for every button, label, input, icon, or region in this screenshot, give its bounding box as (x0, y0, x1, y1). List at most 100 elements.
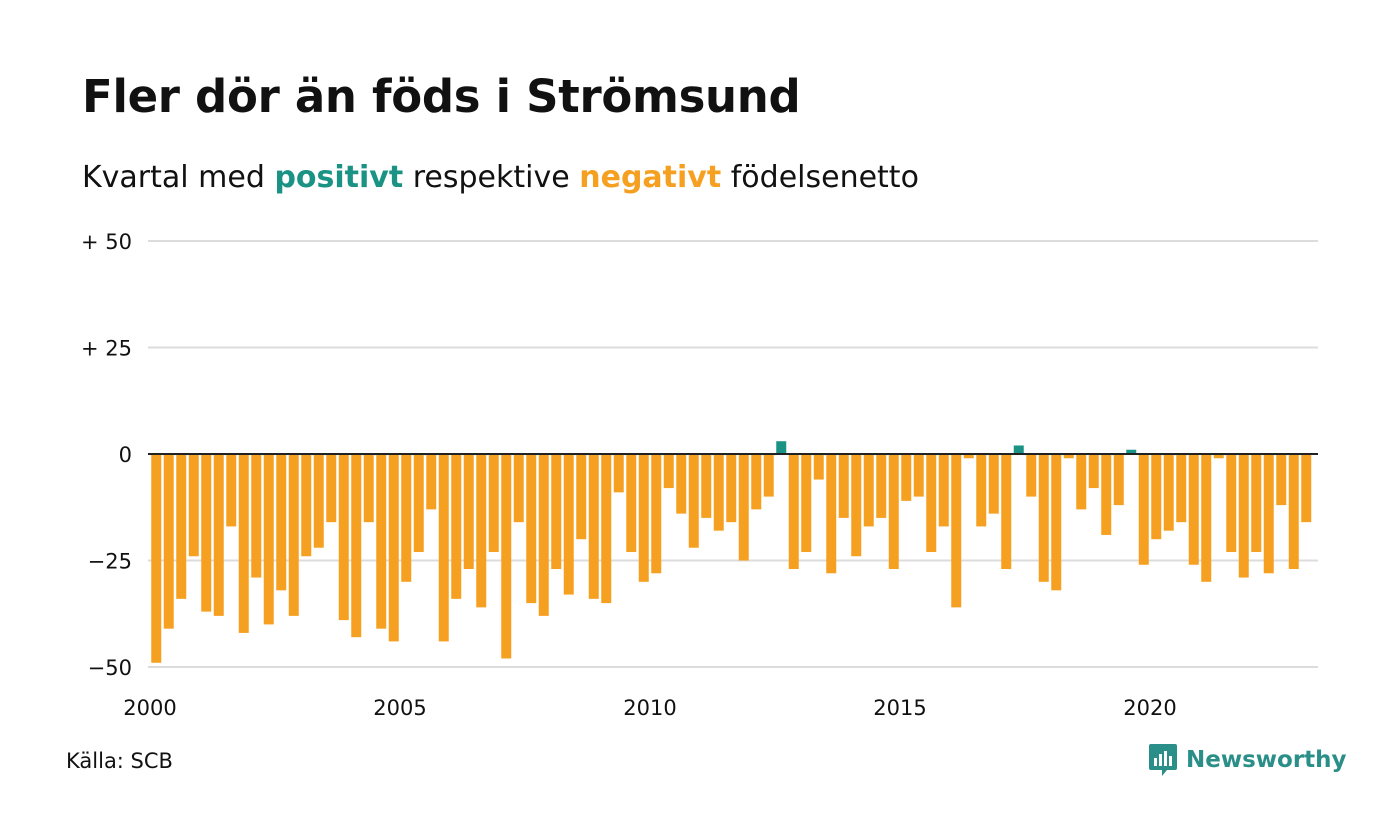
bar (1138, 454, 1149, 565)
bar (926, 454, 937, 552)
x-tick-label: 2020 (1123, 696, 1176, 720)
bar (476, 454, 487, 608)
bar (326, 454, 337, 523)
x-tick-label: 2000 (123, 696, 176, 720)
bar (838, 454, 849, 518)
bar (1026, 454, 1037, 497)
bar (426, 454, 437, 510)
bar (1063, 454, 1074, 459)
bar (176, 454, 187, 599)
bar (588, 454, 599, 599)
chart-subtitle: Kvartal med positivt respektive negativt… (82, 160, 919, 195)
bar (413, 454, 424, 552)
bar (776, 441, 787, 454)
bar (726, 454, 737, 523)
bar (463, 454, 474, 570)
bar (663, 454, 674, 489)
bar (151, 454, 162, 663)
bar (851, 454, 862, 557)
bar (351, 454, 362, 638)
bar (751, 454, 762, 510)
bar (988, 454, 999, 514)
bar (313, 454, 324, 548)
bar (338, 454, 349, 621)
bar (1101, 454, 1112, 535)
bar (1288, 454, 1299, 570)
bar (1163, 454, 1174, 531)
bar (863, 454, 874, 527)
bar (1088, 454, 1099, 489)
bar (163, 454, 174, 629)
bars (151, 441, 1312, 663)
bar (226, 454, 237, 527)
bar (501, 454, 512, 659)
bar (1001, 454, 1012, 570)
bar (826, 454, 837, 574)
y-axis-tick-labels: + 50 + 25 0 −25 −50 (81, 230, 132, 680)
bar (1188, 454, 1199, 565)
bar (1276, 454, 1287, 506)
bar (388, 454, 399, 642)
bar (676, 454, 687, 514)
bar (701, 454, 712, 518)
bar (1076, 454, 1087, 510)
bar (1213, 454, 1224, 459)
bar (288, 454, 299, 616)
subtitle-middle: respektive (412, 160, 570, 195)
bar (538, 454, 549, 616)
bar (401, 454, 412, 582)
newsworthy-logo-icon (1149, 744, 1177, 776)
bar (901, 454, 912, 501)
x-tick-label: 2015 (873, 696, 926, 720)
brand-name: Newsworthy (1186, 747, 1347, 773)
bar (1251, 454, 1262, 552)
bar (813, 454, 824, 480)
bar (763, 454, 774, 497)
bar (201, 454, 212, 612)
bar (526, 454, 537, 604)
bar (1226, 454, 1237, 552)
x-axis-tick-labels: 2000 2005 2010 2015 2020 (123, 696, 1176, 720)
bar (1038, 454, 1049, 582)
bar (1263, 454, 1274, 574)
y-tick-label: + 50 (81, 230, 132, 254)
bar (1238, 454, 1249, 578)
bar (1301, 454, 1312, 523)
bar (651, 454, 662, 574)
bar (626, 454, 637, 552)
y-tick-label: 0 (119, 443, 132, 467)
bar (188, 454, 199, 557)
chart-title: Fler dör än föds i Strömsund (82, 70, 801, 123)
bar (713, 454, 724, 531)
y-tick-label: −25 (88, 550, 132, 574)
x-tick-label: 2010 (623, 696, 676, 720)
bar (888, 454, 899, 570)
bar (1051, 454, 1062, 591)
bar (251, 454, 262, 578)
bar (1151, 454, 1162, 540)
subtitle-negative-word: negativt (579, 160, 722, 195)
bar (276, 454, 287, 591)
y-tick-label: + 25 (81, 337, 132, 361)
bar (551, 454, 562, 570)
bar (788, 454, 799, 570)
bar (238, 454, 249, 633)
subtitle-suffix: födelsenetto (730, 160, 919, 195)
x-tick-label: 2005 (373, 696, 426, 720)
bar (1113, 454, 1124, 506)
bar (1013, 445, 1024, 454)
bar (488, 454, 499, 552)
subtitle-positive-word: positivt (274, 160, 404, 195)
bar (951, 454, 962, 608)
bar (451, 454, 462, 599)
y-tick-label: −50 (88, 656, 132, 680)
bar (301, 454, 312, 557)
bar (363, 454, 374, 523)
bar (938, 454, 949, 527)
source-note: Källa: SCB (66, 749, 173, 773)
bar (1201, 454, 1212, 582)
bar (513, 454, 524, 523)
bar (601, 454, 612, 604)
bar (263, 454, 274, 625)
